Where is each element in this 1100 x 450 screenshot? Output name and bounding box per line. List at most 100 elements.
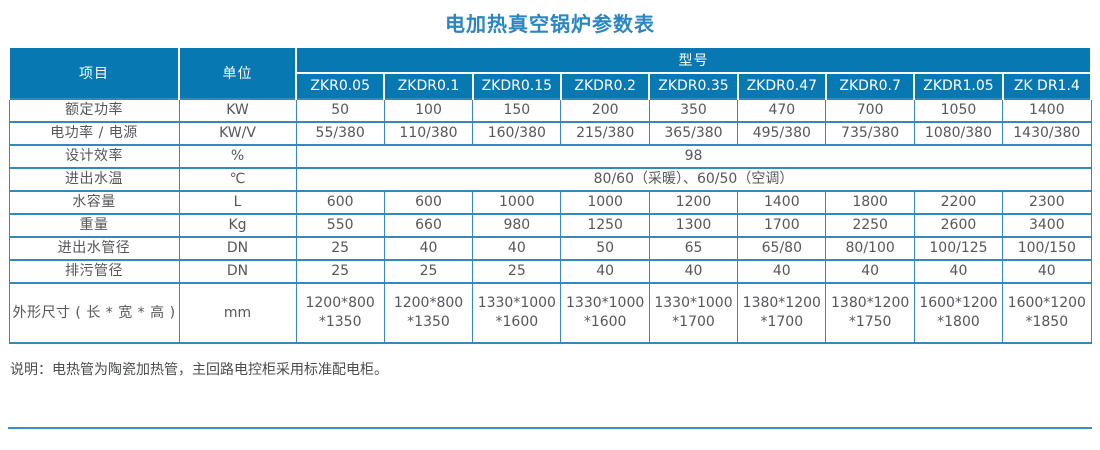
table-cell: 350 — [648, 98, 739, 123]
table-cell: 80/100 — [825, 236, 915, 261]
table-cell: 100/150 — [1002, 236, 1092, 261]
table-cell: 65/80 — [737, 236, 827, 261]
table-cell: 1000 — [472, 190, 562, 215]
table-cell: 25 — [295, 259, 385, 284]
table-row: 排污管径 DN 25 25 25 40 40 40 40 40 40 — [8, 259, 1092, 284]
row-label: 进出水温 — [8, 167, 180, 192]
table-cell: 470 — [737, 98, 827, 123]
table-cell: 100/125 — [913, 236, 1004, 261]
table-cell: 50 — [560, 236, 650, 261]
model-header: ZKDR0.35 — [648, 72, 739, 100]
model-header: ZKDR0.1 — [383, 72, 474, 100]
table-cell: 40 — [825, 259, 915, 284]
table-cell: 1080/380 — [913, 121, 1004, 146]
table-cell: 1380*1200 *1700 — [737, 282, 827, 344]
table-cell: 1200*800 *1350 — [295, 282, 385, 344]
table-cell: 1600*1200 *1850 — [1002, 282, 1092, 344]
table-cell: 40 — [560, 259, 650, 284]
table-cell: 1250 — [560, 213, 650, 238]
table-cell: 50 — [295, 98, 385, 123]
spec-table: 项目 单位 型号 ZKR0.05 ZKDR0.1 ZKDR0.15 ZKDR0.… — [8, 46, 1093, 344]
table-header: 项目 单位 型号 ZKR0.05 ZKDR0.1 ZKDR0.15 ZKDR0.… — [8, 46, 1093, 100]
row-unit: mm — [178, 282, 297, 344]
row-unit: ℃ — [178, 167, 297, 192]
row-unit: DN — [178, 259, 297, 284]
table-cell: 1330*1000 *1600 — [472, 282, 562, 344]
model-header: ZKDR1.05 — [913, 72, 1004, 100]
model-header-row: ZKR0.05 ZKDR0.1 ZKDR0.15 ZKDR0.2 ZKDR0.3… — [9, 72, 1093, 100]
table-cell: 215/380 — [560, 121, 650, 146]
table-cell: 80/60（采暖）、60/50（空调） — [295, 167, 1092, 192]
table-cell: 1330*1000 *1600 — [560, 282, 650, 344]
table-cell: 1700 — [737, 213, 827, 238]
header-unit: 单位 — [178, 46, 297, 100]
table-cell: 735/380 — [825, 121, 915, 146]
table-cell: 1330*1000 *1700 — [648, 282, 739, 344]
table-cell: 980 — [472, 213, 562, 238]
table-row: 设计效率% 98 — [8, 144, 1092, 169]
table-body: 额定功率 KW 50 100 150 200 350 470 700 1050 1400 电功率 / … — [8, 98, 1092, 344]
row-label: 重量 — [8, 213, 180, 238]
model-header: ZKDR0.47 — [736, 72, 827, 100]
table-cell: 1300 — [648, 213, 739, 238]
table-cell: 40 — [1002, 259, 1092, 284]
table-cell: 2300 — [1002, 190, 1092, 215]
table-cell: 660 — [383, 213, 474, 238]
table-cell: 2250 — [825, 213, 915, 238]
page-title: 电加热真空锅炉参数表 — [445, 12, 655, 36]
table-cell: 160/380 — [472, 121, 562, 146]
model-header: ZKDR0.2 — [559, 72, 651, 100]
table-cell: 1380*1200 *1750 — [825, 282, 915, 344]
table-row: 额定功率 KW 50 100 150 200 350 470 700 1050 1400 — [8, 98, 1092, 123]
table-cell: 700 — [825, 98, 915, 123]
table-cell: 600 — [383, 190, 474, 215]
table-cell: 1400 — [1002, 98, 1092, 123]
table-cell: 495/380 — [737, 121, 827, 146]
row-label: 进出水管径 — [8, 236, 180, 261]
bottom-divider — [8, 427, 1092, 429]
table-row: 重量 Kg 550 660 980 1250 1300 1700 2250 2600 3400 — [8, 213, 1092, 238]
row-label: 外形尺寸 ( 长 * 宽 * 高 ) — [8, 282, 180, 344]
table-cell: 40 — [737, 259, 827, 284]
table-cell: 25 — [295, 236, 385, 261]
table-cell: 100 — [383, 98, 474, 123]
table-cell: 1200 — [648, 190, 739, 215]
table-cell: 1430/380 — [1002, 121, 1092, 146]
table-cell: 110/380 — [383, 121, 474, 146]
row-unit: Kg — [178, 213, 297, 238]
table-cell: 40 — [383, 236, 474, 261]
table-cell: 1200*800 *1350 — [383, 282, 474, 344]
table-cell: 200 — [560, 98, 650, 123]
table-row: 进出水温 ℃ 80/60（采暖）、60/50（空调） — [8, 167, 1092, 192]
table-cell: 25 — [472, 259, 562, 284]
table-cell: 65 — [648, 236, 739, 261]
row-unit: KW/V — [178, 121, 297, 146]
table-cell: 1600*1200 *1800 — [913, 282, 1004, 344]
row-label: 设计效率 — [8, 144, 180, 169]
table-cell: 40 — [648, 259, 739, 284]
row-label: 排污管径 — [8, 259, 180, 284]
table-cell: 550 — [295, 213, 385, 238]
table-row: 水容量 L 600 600 1000 1000 1200 1400 1800 2200 2300 — [8, 190, 1092, 215]
table-cell: 1050 — [913, 98, 1004, 123]
table-row: 进出水管径 DN 25 40 40 50 65 65/80 80/100 100/125 100/1… — [8, 236, 1092, 261]
table-cell: 55/380 — [295, 121, 385, 146]
note: 说明：电热管为陶瓷加热管，主回路电控柜采用标准配电柜。 — [10, 362, 388, 378]
model-header: ZKDR0.15 — [471, 72, 562, 100]
table-cell: 600 — [295, 190, 385, 215]
table-cell: 2200 — [913, 190, 1004, 215]
header-item: 项目 — [8, 46, 180, 100]
model-header: ZK DR1.4 — [1001, 72, 1093, 100]
table-cell: 40 — [913, 259, 1004, 284]
table-cell: 2600 — [913, 213, 1004, 238]
row-unit: % — [178, 144, 297, 169]
table-cell: 150 — [472, 98, 562, 123]
table-cell: 3400 — [1002, 213, 1092, 238]
table-row: 外形尺寸 ( 长 * 宽 * 高 ) mm 1200*800 *1350 1200*8… — [8, 282, 1092, 344]
row-unit: L — [178, 190, 297, 215]
table-cell: 98 — [295, 144, 1092, 169]
table-cell: 40 — [472, 236, 562, 261]
row-label: 额定功率 — [8, 98, 180, 123]
table-cell: 1400 — [737, 190, 827, 215]
